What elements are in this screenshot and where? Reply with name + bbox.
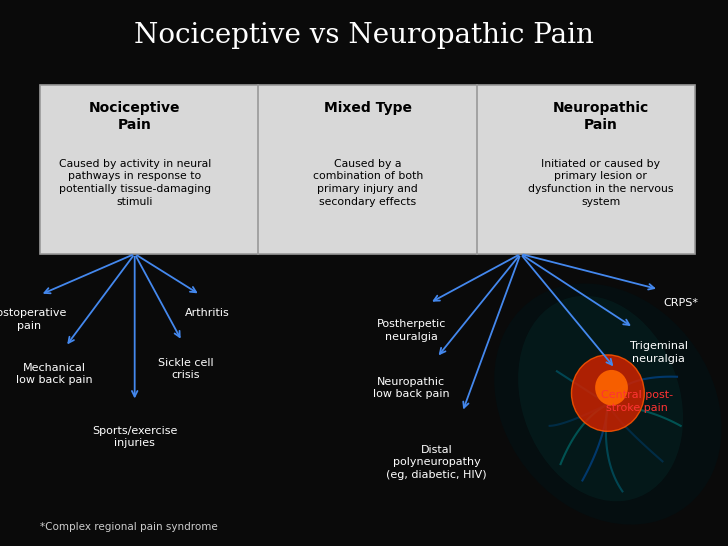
Text: Distal
polyneuropathy
(eg, diabetic, HIV): Distal polyneuropathy (eg, diabetic, HIV… (387, 445, 487, 480)
Text: Caused by a
combination of both
primary injury and
secondary effects: Caused by a combination of both primary … (312, 158, 423, 207)
Text: Central post-
stroke pain: Central post- stroke pain (601, 390, 673, 413)
Text: Arthritis: Arthritis (185, 308, 230, 318)
Text: *Complex regional pain syndrome: *Complex regional pain syndrome (40, 523, 218, 532)
Text: CRPS*: CRPS* (663, 298, 698, 307)
Ellipse shape (595, 370, 628, 405)
Text: Trigeminal
neuralgia: Trigeminal neuralgia (630, 341, 688, 364)
Text: Postoperative
pain: Postoperative pain (0, 308, 67, 331)
Text: Nociceptive
Pain: Nociceptive Pain (89, 101, 181, 132)
Text: Sports/exercise
injuries: Sports/exercise injuries (92, 426, 178, 448)
Text: Neuropathic
low back pain: Neuropathic low back pain (373, 377, 450, 399)
Text: Sickle cell
crisis: Sickle cell crisis (158, 358, 213, 380)
Text: Nociceptive vs Neuropathic Pain: Nociceptive vs Neuropathic Pain (134, 22, 594, 49)
Ellipse shape (518, 296, 683, 501)
Text: Initiated or caused by
primary lesion or
dysfunction in the nervous
system: Initiated or caused by primary lesion or… (528, 158, 673, 207)
Text: Neuropathic
Pain: Neuropathic Pain (553, 101, 649, 132)
FancyBboxPatch shape (40, 85, 695, 254)
Text: Mixed Type: Mixed Type (324, 101, 411, 115)
Text: Caused by activity in neural
pathways in response to
potentially tissue-damaging: Caused by activity in neural pathways in… (58, 158, 211, 207)
Ellipse shape (494, 283, 721, 525)
Text: Postherpetic
neuralgia: Postherpetic neuralgia (376, 319, 446, 342)
Ellipse shape (571, 355, 644, 431)
Text: Mechanical
low back pain: Mechanical low back pain (16, 363, 93, 385)
